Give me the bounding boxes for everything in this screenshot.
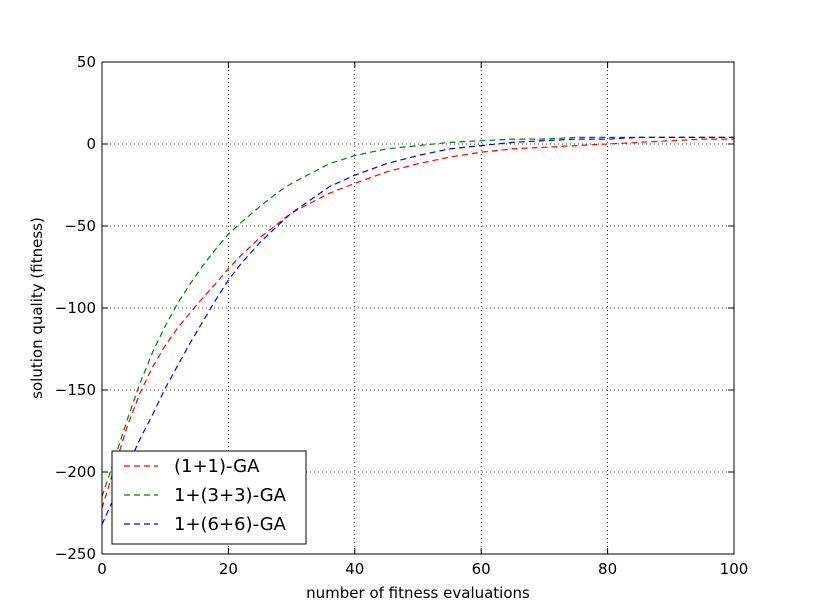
y-tick-label: 0 [86,135,96,153]
x-tick-label: 100 [720,560,749,578]
y-tick-labels: −250 −200 −150 −100 −50 0 50 [55,53,96,563]
y-tick-label: 50 [77,53,96,71]
series-lines [101,136,734,525]
x-tick-label: 80 [598,560,617,578]
axis-ticks [101,61,735,555]
legend: (1+1)-GA 1+(3+3)-GA 1+(6+6)-GA [111,450,307,545]
x-axis-label: number of fitness evaluations [306,584,530,602]
series-line-3 [101,136,734,525]
y-axis-label: solution quality (fitness) [28,217,46,399]
legend-label: 1+(6+6)-GA [174,514,287,535]
legend-label: (1+1)-GA [174,456,260,477]
legend-label: 1+(3+3)-GA [174,485,287,506]
y-tick-label: −200 [55,463,96,481]
y-tick-label: −150 [55,381,96,399]
y-tick-label: −50 [64,217,96,235]
x-tick-label: 40 [345,560,364,578]
y-tick-label: −100 [55,299,96,317]
y-tick-label: −250 [55,545,96,563]
x-tick-label: 0 [97,560,107,578]
series-line-2 [101,136,734,497]
x-tick-labels: 0 20 40 60 80 100 [97,560,748,578]
series-line-1 [101,138,734,509]
x-tick-label: 60 [472,560,491,578]
x-tick-label: 20 [219,560,238,578]
